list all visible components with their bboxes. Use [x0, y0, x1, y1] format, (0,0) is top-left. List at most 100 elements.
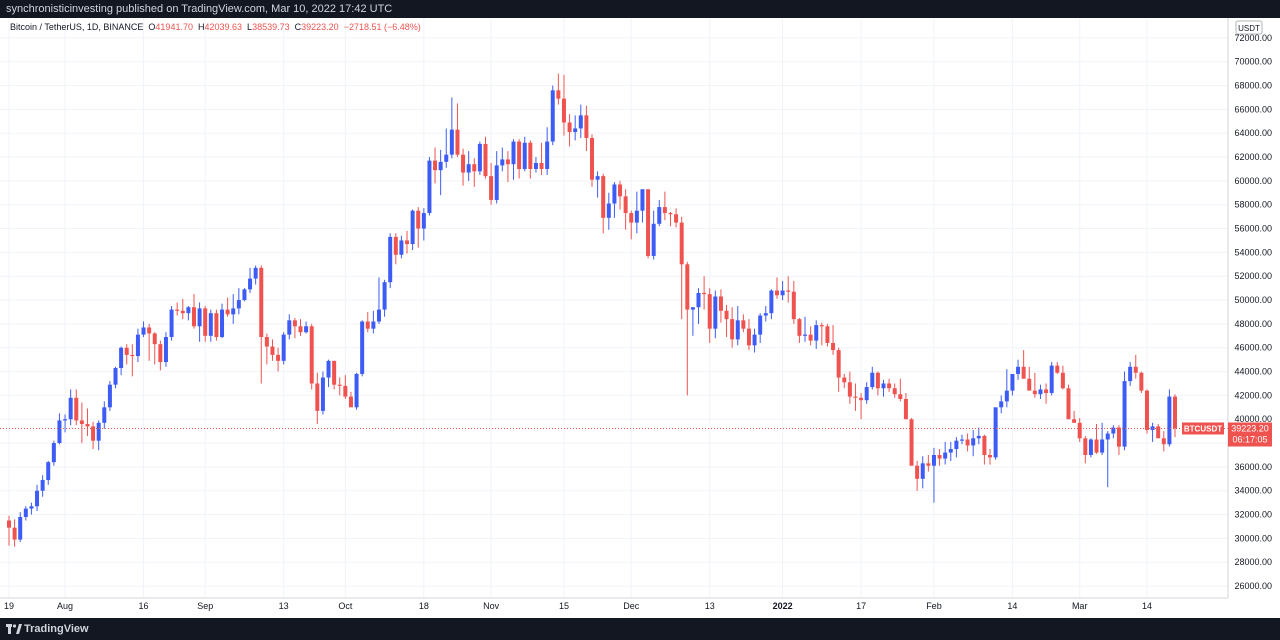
candle-body — [702, 292, 707, 295]
candle-body — [365, 321, 370, 329]
candle-body — [382, 282, 387, 310]
candle-body — [859, 397, 864, 401]
candle-body — [976, 435, 981, 439]
candle-body — [1066, 388, 1071, 420]
candle-body — [746, 328, 751, 346]
countdown-label: 06:17:05 — [1232, 434, 1267, 444]
candle-body — [63, 419, 68, 421]
candle-body — [1100, 439, 1105, 453]
candle-body — [147, 327, 152, 334]
candle-body — [618, 184, 623, 197]
candle-body — [870, 372, 875, 388]
candle-body — [954, 440, 959, 450]
price-tick-label: 32000.00 — [1234, 510, 1272, 520]
candle-body — [915, 465, 920, 479]
candle-body — [416, 210, 421, 229]
candle-body — [91, 426, 96, 441]
candle-body — [853, 396, 858, 398]
price-tick-label: 42000.00 — [1234, 390, 1272, 400]
candlestick-chart[interactable]: 26000.00 28000.00 30000.00 32000.00 34000.00… — [0, 18, 1280, 618]
candle-body — [315, 383, 320, 411]
publisher-bar: synchronisticinvesting published on Trad… — [0, 0, 1280, 18]
candle-body — [494, 165, 499, 200]
candle-body — [1010, 373, 1015, 391]
candle-body — [1156, 426, 1161, 439]
candle-body — [713, 296, 718, 329]
symbol-legend: Bitcoin / TetherUS, 1D, BINANCE O41941.7… — [10, 22, 421, 32]
candle-body — [231, 308, 236, 315]
candle-body — [326, 360, 331, 378]
candle-body — [1021, 366, 1026, 379]
candle-body — [264, 337, 269, 347]
candle-body — [298, 326, 303, 333]
candle-body — [1161, 438, 1166, 445]
candle-body — [124, 347, 129, 355]
candle-body — [29, 506, 34, 509]
price-tick-label: 28000.00 — [1234, 557, 1272, 567]
candle-body — [1111, 427, 1116, 434]
candle-body — [12, 527, 17, 540]
candle-body — [96, 422, 101, 441]
candle-body — [898, 394, 903, 399]
candle-body — [629, 213, 634, 223]
candle-body — [1144, 390, 1149, 430]
candle-body — [68, 397, 73, 420]
candle-body — [864, 387, 869, 401]
candle-body — [130, 354, 135, 357]
candle-body — [926, 463, 931, 466]
candle-body — [522, 142, 527, 169]
candle-body — [427, 160, 432, 214]
candle-body — [819, 325, 824, 327]
footer-brand: TradingView — [24, 623, 89, 635]
candle-body — [612, 184, 617, 204]
price-tick-label: 72000.00 — [1234, 33, 1272, 43]
price-tick-label: 66000.00 — [1234, 104, 1272, 114]
price-axis-background — [1228, 18, 1280, 618]
candle-body — [825, 326, 830, 343]
candle-body — [270, 346, 275, 355]
candle-body — [517, 141, 522, 169]
candle-body — [679, 222, 684, 265]
price-tick-label: 34000.00 — [1234, 486, 1272, 496]
candle-body — [376, 309, 381, 322]
candle-body — [730, 319, 735, 340]
candle-body — [623, 196, 628, 214]
candle-body — [646, 189, 651, 256]
candle-body — [567, 122, 572, 133]
tradingview-logo-icon — [6, 624, 22, 634]
candle-body — [556, 90, 561, 99]
candle-body — [758, 315, 763, 335]
candle-body — [46, 462, 51, 481]
candle-body — [158, 344, 163, 363]
candle-body — [1094, 439, 1099, 453]
candle-body — [1173, 396, 1177, 429]
time-tick-label: Mar — [1072, 601, 1088, 611]
candle-body — [444, 154, 449, 162]
price-tick-label: 58000.00 — [1234, 200, 1272, 210]
candle-body — [931, 454, 936, 466]
symbol-badge-label: BTCUSDT — [1184, 424, 1222, 433]
candle-body — [455, 129, 460, 155]
legend-open: 41941.70 — [155, 22, 193, 32]
time-tick-label: Dec — [623, 601, 640, 611]
candle-body — [248, 278, 253, 290]
candle-body — [903, 398, 908, 420]
price-tick-label: 60000.00 — [1234, 176, 1272, 186]
candle-body — [461, 154, 466, 173]
candle-body — [40, 480, 45, 491]
candle-body — [102, 407, 107, 423]
candle-body — [135, 334, 140, 357]
last-price-label: 39223.20 — [1231, 423, 1269, 433]
candle-body — [175, 309, 180, 311]
candle-body — [309, 326, 314, 384]
candle-body — [119, 347, 124, 368]
candle-body — [965, 439, 970, 446]
time-tick-label: 17 — [856, 601, 866, 611]
price-tick-label: 64000.00 — [1234, 128, 1272, 138]
price-tick-label: 70000.00 — [1234, 57, 1272, 67]
candle-body — [791, 291, 796, 320]
candle-body — [533, 163, 538, 169]
candle-body — [999, 401, 1004, 408]
candle-body — [354, 373, 359, 408]
time-tick-label: Feb — [926, 601, 942, 611]
